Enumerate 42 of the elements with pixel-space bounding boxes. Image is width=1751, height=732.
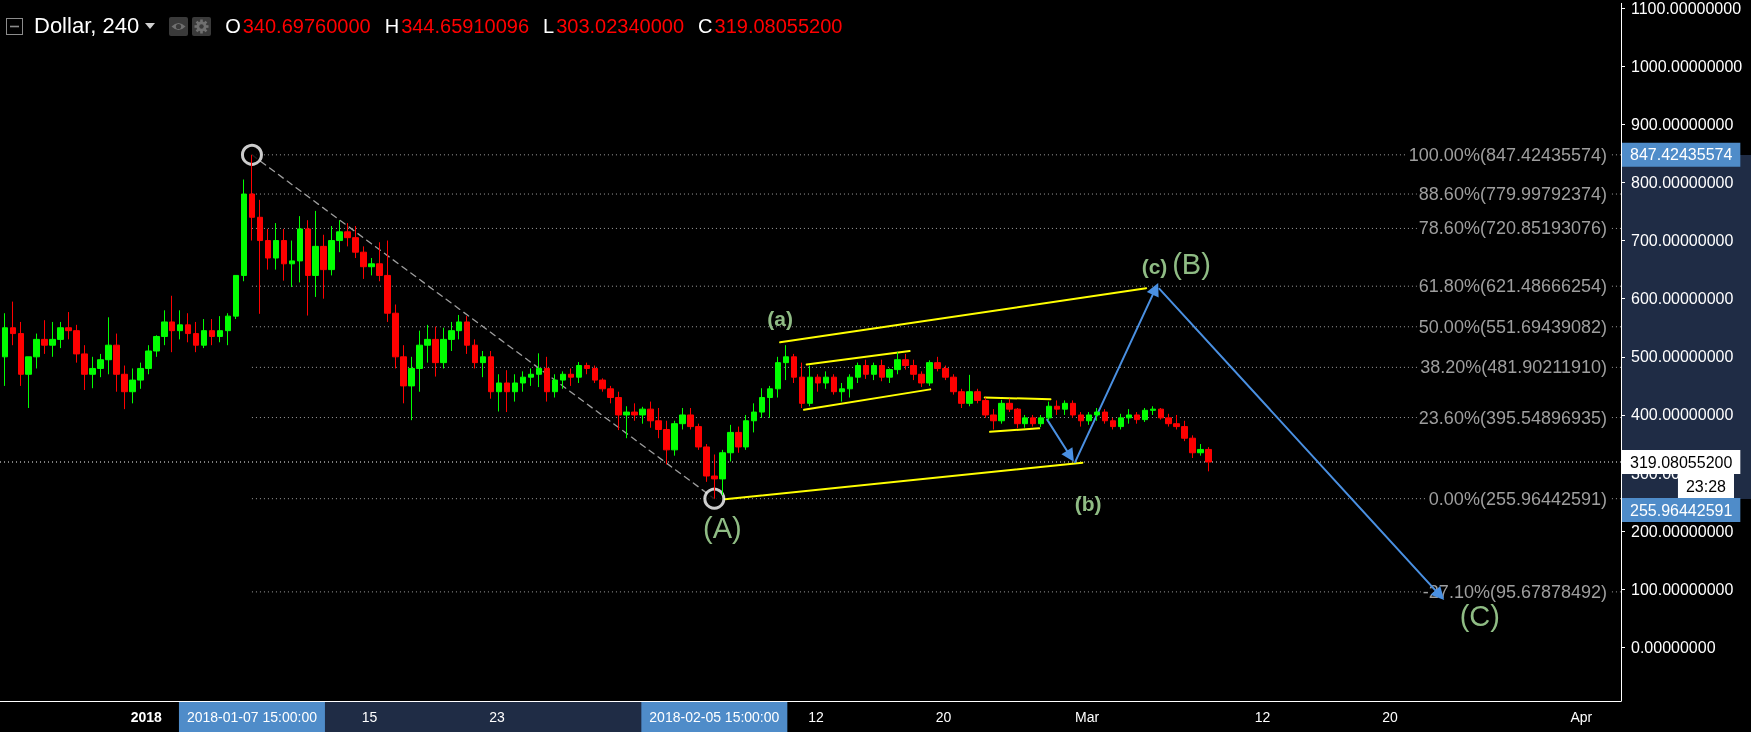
y-tick-label: 1100.00000000	[1631, 0, 1742, 17]
y-tick-label: 500.00000000	[1631, 348, 1734, 366]
ref-line-label: 78.60%(720.85193076)	[1418, 218, 1607, 239]
y-tick-label: 1000.00000000	[1631, 57, 1743, 75]
y-tick-label: 900.00000000	[1631, 115, 1734, 133]
x-tick-label: 12	[808, 709, 824, 725]
y-tick-label: 400.00000000	[1631, 406, 1734, 424]
x-tick-label: Mar	[1074, 709, 1100, 725]
text: 847.42435574	[1630, 146, 1733, 164]
ref-line-label: 88.60%(779.99792374)	[1418, 184, 1607, 205]
chart-title: Dollar, 240	[34, 13, 140, 39]
annotation: (a)	[767, 306, 793, 330]
text: 2018-01-07 15:00:00	[186, 709, 318, 725]
x-tick-label: 15	[361, 709, 378, 725]
y-tick-label: 800.00000000	[1631, 173, 1734, 191]
y-tick-label: 100.00000000	[1631, 580, 1734, 598]
y-tick-label: 700.00000000	[1631, 232, 1734, 250]
annotation: C319.08055200	[698, 15, 843, 37]
ref-line-label: 61.80%(621.48666254)	[1418, 276, 1607, 297]
ref-line-label: 23.60%(395.54896935)	[1418, 407, 1607, 428]
y-tick-label: 0.00000000	[1631, 639, 1716, 657]
text: 255.96442591	[1630, 501, 1733, 519]
annotation: (c)	[1141, 255, 1168, 279]
text: 2018-02-05 15:00:00	[649, 709, 780, 725]
x-tick-label: 23	[489, 709, 506, 725]
x-tick-label: 20	[1382, 709, 1398, 725]
y-tick-label: 200.00000000	[1631, 522, 1734, 540]
annotation: (B)	[1172, 247, 1211, 280]
x-tick-label: 20	[935, 709, 952, 725]
annotation: (A)	[703, 511, 742, 544]
ref-line-label: 38.20%(481.90211910)	[1420, 357, 1607, 378]
annotation: (b)	[1074, 491, 1102, 515]
annotation: H344.65910096	[384, 15, 530, 37]
x-tick-label: 2018	[130, 709, 163, 725]
x-tick-label: Apr	[1570, 709, 1593, 725]
ref-line-label: 100.00%(847.42435574)	[1408, 144, 1607, 165]
ref-line-label: 0.00%(255.96442591)	[1428, 488, 1607, 509]
annotation: L303.02340000	[543, 15, 685, 37]
y-tick-label: 600.00000000	[1631, 290, 1734, 308]
x-tick-label: 12	[1254, 709, 1271, 725]
annotation: O340.69760000	[225, 15, 371, 37]
ref-line-label: 50.00%(551.69439082)	[1418, 316, 1607, 337]
